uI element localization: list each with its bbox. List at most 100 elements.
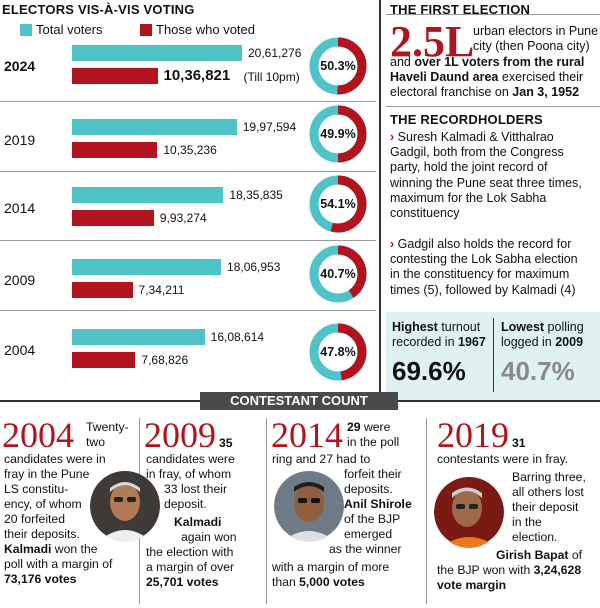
- y2019-count: 31: [512, 436, 526, 450]
- turnout-rings: 50.3% 49.9% 54.1% 40.7% 47.8%: [309, 37, 367, 381]
- y2014-l5: deposits.: [344, 482, 393, 496]
- y2014-l1: 29 were: [347, 420, 391, 434]
- voted-value: 10,35,236: [163, 143, 217, 157]
- row-separator: [0, 310, 376, 311]
- turnout-percent-label: 47.8%: [320, 345, 355, 359]
- first-election-line4: Haveli Daund area exercised their: [390, 70, 584, 84]
- year-2009-heading: 2009: [144, 415, 216, 455]
- y2019-l4: their deposit: [512, 500, 579, 514]
- voted-bar: [72, 282, 133, 298]
- year-label: 2024: [4, 58, 36, 74]
- y2014-l9: as the winner: [329, 542, 402, 556]
- total-voters-value: 18,06,953: [227, 260, 281, 274]
- total-voters-value: 20,61,276: [248, 46, 302, 60]
- y2014-margin: than 5,000 votes: [272, 575, 365, 589]
- y2014-l10: with a margin of more: [272, 560, 390, 574]
- y2019-l7: Girish Bapat of: [496, 548, 583, 562]
- y2004-l4: fray in the Pune: [4, 467, 90, 481]
- turnout-divider: [493, 318, 494, 392]
- legend-swatch-total: [20, 24, 32, 36]
- voted-value: 7,68,826: [141, 353, 189, 367]
- y2004-l6: ency, of whom: [4, 497, 82, 511]
- total-voters-value: 19,97,594: [242, 120, 297, 134]
- first-election-line2: city (then Poona city): [473, 39, 590, 53]
- turnout-percent-label: 40.7%: [320, 267, 355, 281]
- y2004-margin: 73,176 votes: [4, 572, 77, 586]
- y2009-count: 35: [219, 436, 233, 450]
- year-label: 2014: [4, 200, 36, 216]
- year-2019-heading: 2019: [437, 415, 509, 455]
- voted-bar: [72, 68, 158, 84]
- col-sep-3: [426, 418, 427, 604]
- legend-label-voted: Those who voted: [156, 22, 256, 37]
- legend-label-total: Total voters: [36, 22, 103, 37]
- highest-turnout-value: 69.6%: [392, 356, 466, 386]
- total-voters-bar: [72, 259, 222, 275]
- y2009-l2: in fray, of whom: [146, 467, 232, 481]
- row-separator: [0, 101, 376, 102]
- recordholders-rule: [386, 106, 600, 107]
- y2004-l2: two: [86, 435, 105, 449]
- first-election-title: THE FIRST ELECTION: [390, 2, 531, 17]
- voted-value: 9,93,274: [159, 211, 207, 225]
- year-2004-heading: 2004: [2, 415, 74, 455]
- first-election-rule: [386, 14, 600, 15]
- y2004-l9: Kalmadi won the: [4, 542, 98, 556]
- y2019-l5: in the: [512, 515, 542, 529]
- bapat-portrait: [434, 476, 504, 548]
- year-label: 2004: [4, 342, 36, 358]
- y2014-l3: ring and 27 had to: [272, 452, 371, 466]
- y2009-l5: Kalmadi: [174, 515, 222, 529]
- y2019-l1: contestants were in fray.: [437, 452, 569, 466]
- total-voters-bar: [72, 329, 205, 345]
- total-voters-value: 18,35,835: [229, 188, 283, 202]
- y2019-margin: vote margin: [437, 578, 507, 592]
- y2009-l1: candidates were: [146, 452, 235, 466]
- recordholders-title: THE RECORDHOLDERS: [390, 112, 543, 127]
- turnout-ring-arc: [309, 323, 367, 381]
- first-election-line3: and over 1L voters from the rural: [390, 55, 585, 69]
- voted-value: 7,34,211: [138, 283, 185, 297]
- kalmadi-portrait: [90, 470, 160, 542]
- turnout-ring-arc: [309, 105, 367, 163]
- y2009-l8: a margin of over: [146, 560, 235, 574]
- y2004-l3: candidates were in: [4, 452, 106, 466]
- turnout-ring-arc: [309, 245, 367, 303]
- year-label: 2019: [4, 132, 36, 148]
- first-election-line5: electoral franchise on Jan 3, 1952: [390, 85, 580, 99]
- chart-title: ELECTORS VIS-À-VIS VOTING: [2, 2, 195, 17]
- voting-chart: 2024 20,61,276 10,36,821 (Till 10pm) 2019 19,…: [0, 0, 380, 400]
- lowest-turnout-label: Lowest polling logged in 2009: [501, 320, 584, 349]
- year-label: 2009: [4, 272, 36, 288]
- contestant-count-banner: CONTESTANT COUNT: [200, 392, 398, 410]
- y2014-l8: emerged: [344, 527, 393, 541]
- note-2024: (Till 10pm): [243, 70, 300, 84]
- shirole-portrait: [274, 470, 344, 542]
- y2019-l8: the BJP won with 3,24,628: [437, 563, 582, 577]
- voted-value: 10,36,821: [163, 67, 231, 84]
- y2009-l7: the election with: [146, 545, 234, 559]
- y2009-l4: deposit.: [164, 497, 207, 511]
- y2014-l7: of the BJP: [344, 512, 401, 526]
- y2009-l3: 33 lost their: [164, 482, 228, 496]
- total-voters-bar: [72, 45, 242, 61]
- y2004-l1: Twenty-: [86, 420, 129, 434]
- y2004-l8: their deposits.: [4, 527, 80, 541]
- y2019-l3: all others lost: [512, 485, 584, 499]
- y2009-l6: again won: [181, 530, 237, 544]
- y2004-l5: LS constitu-: [4, 482, 69, 496]
- y2014-l2: in the poll: [347, 435, 400, 449]
- legend-swatch-voted: [140, 24, 152, 36]
- y2004-l7: 20 forfeited: [4, 512, 65, 526]
- y2014-l6: Anil Shirole: [344, 497, 412, 511]
- total-voters-value: 16,08,614: [210, 330, 265, 344]
- col-sep-2: [266, 418, 267, 604]
- row-separator: [0, 171, 376, 172]
- year-2014-heading: 2014: [271, 415, 343, 455]
- voted-bar: [72, 142, 158, 158]
- total-voters-bar: [72, 119, 237, 135]
- first-election-line1: urban electors in Pune: [473, 24, 599, 38]
- voted-bar: [72, 210, 154, 226]
- column-divider: [379, 0, 381, 392]
- turnout-percent-label: 54.1%: [320, 197, 355, 211]
